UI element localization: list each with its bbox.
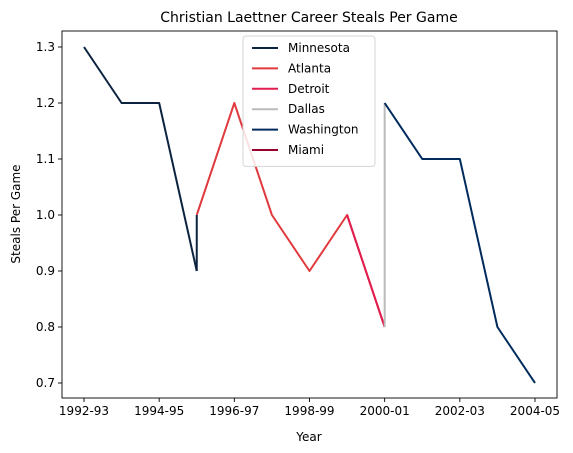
x-tick-label: 1998-99 <box>284 404 334 418</box>
series-line-washington <box>383 102 536 384</box>
y-tick-label: 1.3 <box>36 40 55 54</box>
x-tick-label: 1992-93 <box>59 404 109 418</box>
x-tick-label: 1996-97 <box>209 404 259 418</box>
legend: Minnesota Atlanta Detroit Dallas Washington M… <box>242 35 376 167</box>
legend-label-miami: Miami <box>288 143 324 157</box>
y-tick-label: 0.8 <box>36 320 55 334</box>
y-tick-label: 1.0 <box>36 208 55 222</box>
series-line-minnesota <box>83 46 198 272</box>
y-tick-label: 1.2 <box>36 96 55 110</box>
legend-label-detroit: Detroit <box>288 82 330 96</box>
y-tick-label: 0.7 <box>36 376 55 390</box>
x-axis-label: Year <box>295 430 321 444</box>
x-tick-label: 2000-01 <box>360 404 410 418</box>
legend-label-dallas: Dallas <box>288 102 325 116</box>
x-axis: 1992-93 1994-95 1996-97 1998-99 2000-01 2002-… <box>59 398 560 418</box>
legend-label-atlanta: Atlanta <box>288 61 331 75</box>
y-axis-label: Steals Per Game <box>9 164 23 263</box>
y-tick-label: 0.9 <box>36 264 55 278</box>
series-layer <box>83 46 536 384</box>
chart-title: Christian Laettner Career Steals Per Gam… <box>160 10 457 26</box>
y-axis: 0.7 0.8 0.9 1.0 1.1 1.2 1.3 <box>36 40 62 390</box>
legend-label-minnesota: Minnesota <box>288 41 350 55</box>
legend-label-washington: Washington <box>288 123 359 137</box>
x-tick-label: 1994-95 <box>134 404 184 418</box>
y-tick-label: 1.1 <box>36 152 55 166</box>
x-tick-label: 2004-05 <box>510 404 560 418</box>
x-tick-label: 2002-03 <box>435 404 485 418</box>
series-line-detroit <box>346 214 386 328</box>
